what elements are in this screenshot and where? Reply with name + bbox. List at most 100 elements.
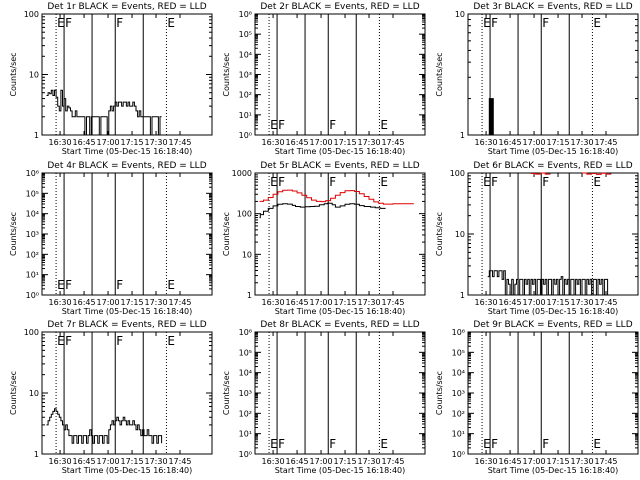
chart-4-axes-box <box>41 172 213 296</box>
chart-9-y-tick-label-3: 10² <box>452 409 465 418</box>
chart-1-marker-label-2: F <box>65 16 72 30</box>
chart-8-y-tick-label-4: 10³ <box>239 389 252 398</box>
chart-2-x-tick-label-4: 17:15 <box>334 138 357 147</box>
chart-1-y-tick-label-1: 1 <box>34 131 39 140</box>
chart-6-x-tick-label-6: 17:45 <box>594 298 617 307</box>
chart-9-x-tick-label-6: 17:45 <box>594 457 617 466</box>
chart-9-x-tick-label-1: 16:30 <box>475 457 498 466</box>
chart-9-marker-label-6: E <box>593 437 601 451</box>
chart-1-x-tick-label-2: 16:45 <box>73 138 96 147</box>
chart-7-axes-box <box>41 331 213 455</box>
chart-5-xlabel: Start Time (05-Dec-15 16:18:40) <box>275 307 406 316</box>
chart-4-x-tick-label-2: 16:45 <box>73 298 96 307</box>
chart-2-y-tick-label-3: 10² <box>239 91 252 100</box>
chart-7-series-events-1 <box>46 408 163 444</box>
chart-2-x-tick-label-3: 17:00 <box>310 138 333 147</box>
chart-3-y-tick-label-2: 10 <box>455 10 465 19</box>
chart-4-y-tick-label-3: 10² <box>26 250 39 259</box>
chart-3-x-tick-label-3: 17:00 <box>523 138 546 147</box>
chart-4-xlabel: Start Time (05-Dec-15 16:18:40) <box>62 307 193 316</box>
chart-5-x-tick-label-6: 17:45 <box>381 298 404 307</box>
chart-5-series-events-2 <box>259 202 386 219</box>
chart-2-y-tick-label-5: 10⁴ <box>239 50 252 59</box>
chart-3-marker-label-6: E <box>593 16 601 30</box>
chart-7-x-tick-label-1: 16:30 <box>49 457 72 466</box>
chart-2-y-tick-label-7: 10⁶ <box>239 10 252 19</box>
chart-6-x-tick-label-2: 16:45 <box>499 298 522 307</box>
chart-1-marker-label-6: E <box>167 16 175 30</box>
chart-6-xlabel: Start Time (05-Dec-15 16:18:40) <box>488 307 619 316</box>
chart-2-ylabel: Counts/sec <box>222 52 231 96</box>
chart-7-title: Det 7r BLACK = Events, RED = LLD <box>47 320 206 330</box>
chart-2-y-tick-label-6: 10⁵ <box>239 30 252 39</box>
chart-3-y-tick-label-1: 1 <box>460 131 465 140</box>
chart-6-title: Det 6r BLACK = Events, RED = LLD <box>473 161 632 171</box>
chart-8-marker-label-4: F <box>329 437 336 451</box>
chart-5-marker-label-4: F <box>329 175 336 189</box>
chart-2-x-tick-label-1: 16:30 <box>262 138 285 147</box>
chart-5-y-tick-label-4: 1000 <box>232 169 252 178</box>
chart-8-y-tick-label-1: 10⁰ <box>239 450 252 459</box>
chart-1-y-tick-label-3: 100 <box>24 10 39 19</box>
chart-9-y-tick-label-5: 10⁴ <box>452 369 465 378</box>
chart-6-series-events-3 <box>487 270 609 296</box>
chart-8-y-tick-label-6: 10⁵ <box>239 348 252 357</box>
chart-2-marker-label-1: E <box>270 118 278 132</box>
chart-7-y-tick-label-1: 1 <box>34 450 39 459</box>
chart-1-x-tick-label-6: 17:45 <box>168 138 191 147</box>
chart-7-x-tick-label-4: 17:15 <box>121 457 144 466</box>
chart-1-y-tick-label-2: 10 <box>29 71 39 80</box>
chart-6-y-tick-label-3: 100 <box>450 169 465 178</box>
chart-8-x-tick-label-4: 17:15 <box>334 457 357 466</box>
chart-1-x-tick-label-4: 17:15 <box>121 138 144 147</box>
chart-9-y-tick-label-6: 10⁵ <box>452 348 465 357</box>
chart-8-x-tick-label-2: 16:45 <box>286 457 309 466</box>
chart-3-series-events-1 <box>488 98 494 136</box>
chart-3-x-tick-label-5: 17:30 <box>570 138 593 147</box>
chart-9-marker-label-1: E <box>483 437 491 451</box>
chart-3-x-tick-label-6: 17:45 <box>594 138 617 147</box>
chart-9-ylabel: Counts/sec <box>435 371 444 415</box>
chart-4-ylabel: Counts/sec <box>9 212 18 256</box>
chart-8-y-tick-label-7: 10⁶ <box>239 328 252 337</box>
chart-7-marker-label-2: F <box>65 334 72 348</box>
chart-1-x-tick-label-5: 17:30 <box>144 138 167 147</box>
chart-8-marker-label-2: F <box>278 437 285 451</box>
chart-5-y-tick-label-3: 100 <box>237 210 252 219</box>
chart-5-marker-label-6: E <box>380 175 388 189</box>
chart-5-axes-box <box>254 172 426 296</box>
chart-9-y-tick-label-7: 10⁶ <box>452 328 465 337</box>
chart-8-marker-label-1: E <box>270 437 278 451</box>
chart-9-xlabel: Start Time (05-Dec-15 16:18:40) <box>488 466 619 475</box>
chart-2-y-tick-label-4: 10³ <box>239 71 252 80</box>
chart-8-axes-box <box>254 331 426 455</box>
chart-4-marker-label-6: E <box>167 278 175 292</box>
chart-9-marker-label-2: F <box>491 437 498 451</box>
chart-1-x-tick-label-3: 17:00 <box>97 138 120 147</box>
chart-4-marker-label-4: F <box>116 278 123 292</box>
chart-3-x-tick-label-4: 17:15 <box>547 138 570 147</box>
chart-2-y-tick-label-1: 10⁰ <box>239 131 252 140</box>
chart-3-title: Det 3r BLACK = Events, RED = LLD <box>473 2 632 12</box>
chart-3-marker-label-1: E <box>483 16 491 30</box>
chart-9-x-tick-label-5: 17:30 <box>570 457 593 466</box>
chart-6-marker-label-1: E <box>483 175 491 189</box>
chart-7-y-tick-label-2: 10 <box>29 389 39 398</box>
chart-8-x-tick-label-1: 16:30 <box>262 457 285 466</box>
chart-2-y-tick-label-2: 10¹ <box>239 111 252 120</box>
chart-7-x-tick-label-3: 17:00 <box>97 457 120 466</box>
chart-4-marker-label-1: E <box>57 278 65 292</box>
chart-6-marker-label-4: F <box>542 175 549 189</box>
chart-4-y-tick-label-1: 10⁰ <box>26 291 39 300</box>
chart-9-y-tick-label-2: 10¹ <box>452 430 465 439</box>
chart-4-x-tick-label-6: 17:45 <box>168 298 191 307</box>
chart-3-ylabel: Counts/sec <box>435 52 444 96</box>
chart-5-x-tick-label-2: 16:45 <box>286 298 309 307</box>
chart-2-x-tick-label-5: 17:30 <box>357 138 380 147</box>
chart-5-title: Det 5r BLACK = Events, RED = LLD <box>260 161 419 171</box>
